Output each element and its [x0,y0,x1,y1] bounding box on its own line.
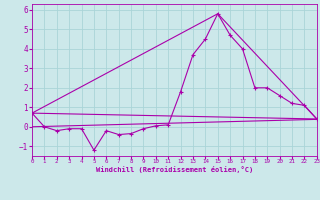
X-axis label: Windchill (Refroidissement éolien,°C): Windchill (Refroidissement éolien,°C) [96,166,253,173]
